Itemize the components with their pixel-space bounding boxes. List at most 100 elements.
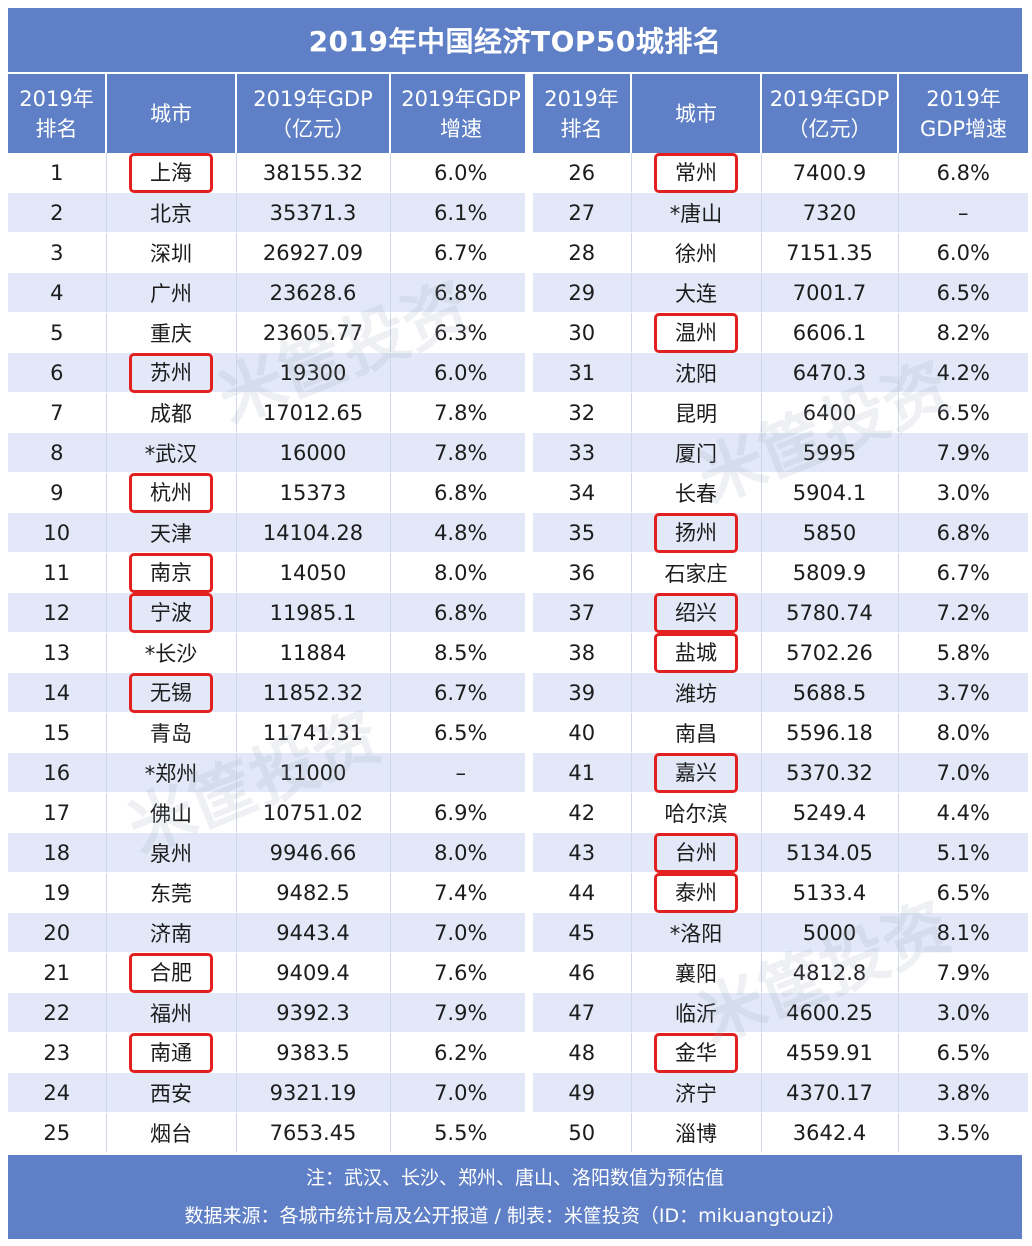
city-cell: 佛山 [106,792,237,833]
rank-cell: 17 [8,792,107,833]
city-cell: 上海 [106,152,237,193]
city-cell: 济南 [106,912,237,953]
table-row: 20 济南 9443.4 7.0% [8,912,531,953]
gdp-cell: 11741.31 [236,712,391,753]
city-highlight-box: 金华 [654,1032,738,1073]
growth-cell: 3.0% [898,992,1028,1033]
city-highlight-box: 无锡 [129,672,213,713]
growth-cell: 5.8% [898,632,1028,673]
gdp-cell: 5596.18 [761,712,899,753]
city-cell: 合肥 [106,952,237,993]
table-row: 5 重庆 23605.77 6.3% [8,312,531,353]
rank-cell: 9 [8,472,107,513]
table-row: 10 天津 14104.28 4.8% [8,512,531,553]
city-highlight-box: 南京 [129,552,213,593]
gdp-cell: 3642.4 [761,1112,899,1153]
page-title: 2019年中国经济TOP50城排名 [8,8,1022,72]
growth-cell: 6.8% [390,592,531,633]
rank-cell: 47 [533,992,632,1033]
growth-cell: 6.5% [390,712,531,753]
footer-note: 注：武汉、长沙、郑州、唐山、洛阳数值为预估值 [305,1167,724,1189]
city-cell: *郑州 [106,752,237,793]
rank-cell: 41 [533,752,632,793]
gdp-cell: 5688.5 [761,672,899,713]
table-row: 28 徐州 7151.35 6.0% [533,232,1028,273]
table-row: 48 金华 4559.91 6.5% [533,1032,1028,1073]
growth-cell: 6.7% [390,232,531,273]
table-row: 47 临沂 4600.25 3.0% [533,992,1028,1033]
table-row: 34 长春 5904.1 3.0% [533,472,1028,513]
city-cell: 厦门 [631,432,762,473]
city-cell: 广州 [106,272,237,313]
rank-cell: 48 [533,1032,632,1073]
growth-cell: 7.6% [390,952,531,993]
city-highlight-box: 绍兴 [654,592,738,633]
growth-cell: 8.0% [390,832,531,873]
city-cell: 重庆 [106,312,237,353]
rank-cell: 12 [8,592,107,633]
table-row: 41 嘉兴 5370.32 7.0% [533,752,1028,793]
growth-cell: 3.7% [898,672,1028,713]
rank-cell: 3 [8,232,107,273]
city-cell: 青岛 [106,712,237,753]
city-cell: 天津 [106,512,237,553]
rank-cell: 8 [8,432,107,473]
table-divider [525,74,533,1154]
rank-cell: 26 [533,153,632,193]
gdp-cell: 5249.4 [761,792,899,833]
city-cell: 东莞 [106,872,237,913]
table-row: 4 广州 23628.6 6.8% [8,272,531,313]
city-cell: 深圳 [106,232,237,273]
gdp-cell: 5370.32 [761,752,899,793]
table-row: 46 襄阳 4812.8 7.9% [533,952,1028,993]
gdp-cell: 9946.66 [236,832,391,873]
gdp-cell: 16000 [236,432,391,473]
growth-cell: 6.8% [390,472,531,513]
table-row: 39 潍坊 5688.5 3.7% [533,672,1028,713]
city-highlight-box: 宁波 [129,592,213,633]
city-cell: 长春 [631,472,762,513]
city-cell: 台州 [631,832,762,873]
table-row: 16 *郑州 11000– [8,752,531,793]
growth-cell: – [390,752,531,793]
table-row: 24 西安 9321.19 7.0% [8,1072,531,1113]
growth-cell: 8.0% [898,712,1028,753]
gdp-cell: 5904.1 [761,472,899,513]
growth-cell: 4.2% [898,352,1028,393]
city-cell: 常州 [631,152,762,193]
table-row: 43 台州 5134.05 5.1% [533,832,1028,873]
growth-cell: 6.0% [390,352,531,393]
city-cell: 西安 [106,1072,237,1113]
gdp-cell: 6606.1 [761,312,899,353]
table-row: 3 深圳 26927.09 6.7% [8,232,531,273]
city-cell: 泉州 [106,832,237,873]
city-cell: 临沂 [631,992,762,1033]
table-row: 9 杭州 15373 6.8% [8,472,531,513]
rank-cell: 29 [533,272,632,313]
growth-cell: 6.5% [898,272,1028,313]
rank-cell: 25 [8,1112,107,1153]
gdp-cell: 4600.25 [761,992,899,1033]
gdp-cell: 9443.4 [236,912,391,953]
table-row: 27 *唐山 7320– [533,192,1028,233]
gdp-cell: 5702.26 [761,632,899,673]
gdp-cell: 9482.5 [236,872,391,913]
city-cell: *武汉 [106,432,237,473]
gdp-cell: 38155.32 [236,153,391,193]
rank-cell: 15 [8,712,107,753]
growth-cell: 6.1% [390,192,531,233]
city-cell: 徐州 [631,232,762,273]
city-cell: 温州 [631,312,762,353]
header-city: 城市 [631,74,762,153]
city-cell: 大连 [631,272,762,313]
city-highlight-box: 扬州 [654,512,738,553]
gdp-cell: 7151.35 [761,232,899,273]
rank-cell: 40 [533,712,632,753]
table-row: 7 成都 17012.65 7.8% [8,392,531,433]
header-city: 城市 [106,74,237,153]
gdp-cell: 6470.3 [761,352,899,393]
gdp-cell: 5000 [761,912,899,953]
rank-cell: 22 [8,992,107,1033]
city-cell: 北京 [106,192,237,233]
rank-cell: 13 [8,632,107,673]
